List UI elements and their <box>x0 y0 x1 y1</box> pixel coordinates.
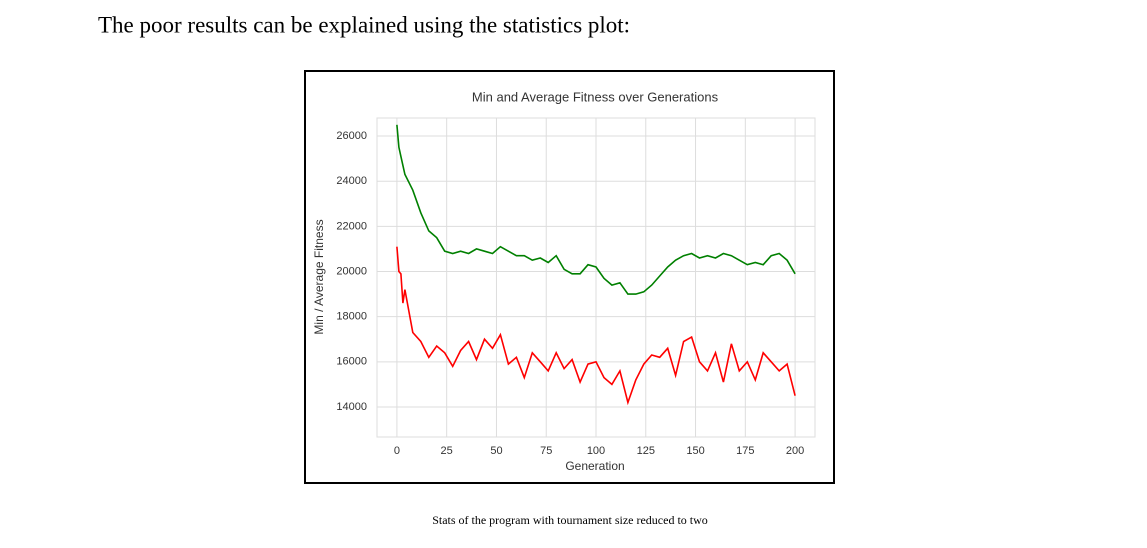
x-tick-label: 150 <box>686 445 704 457</box>
y-tick-label: 26000 <box>336 130 367 142</box>
y-tick-label: 18000 <box>336 311 367 323</box>
y-axis-label: Min / Average Fitness <box>312 219 326 334</box>
x-tick-label: 100 <box>587 445 605 457</box>
x-axis-label: Generation <box>565 459 624 473</box>
x-tick-label: 50 <box>490 445 502 457</box>
chart-title: Min and Average Fitness over Generations <box>472 89 719 104</box>
y-tick-label: 22000 <box>336 220 367 232</box>
y-tick-label: 16000 <box>336 356 367 368</box>
y-tick-label: 14000 <box>336 401 367 413</box>
line-series <box>396 246 796 406</box>
x-tick-label: 125 <box>637 445 655 457</box>
paragraph: The poor results can be explained using … <box>98 12 630 37</box>
y-tick-label: 20000 <box>336 265 367 277</box>
x-tick-label: 25 <box>441 445 453 457</box>
x-tick-label: 75 <box>540 445 552 457</box>
y-tick-label: 24000 <box>336 175 367 187</box>
line-series <box>396 124 796 295</box>
caption: Stats of the program with tournament siz… <box>432 513 708 527</box>
x-tick-label: 175 <box>736 445 754 457</box>
plot-area: 14000 16000 18000 20000 22000 24000 26000 0 25 50… <box>336 117 816 457</box>
x-tick-label: 0 <box>394 445 400 457</box>
x-tick-label: 200 <box>786 445 804 457</box>
